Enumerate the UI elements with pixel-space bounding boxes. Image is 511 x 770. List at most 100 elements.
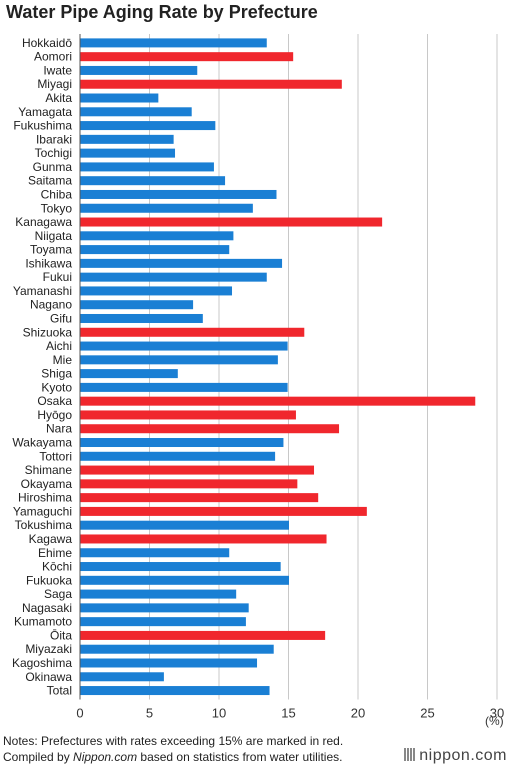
x-tick-label: 20 [351,705,365,720]
x-tick-label: 15 [281,705,295,720]
brand-logo: nippon.com [404,747,507,765]
bar-24 [80,369,178,379]
bar-1 [80,52,294,62]
category-label: Yamagata [18,105,72,119]
category-label: Tochigi [35,146,72,160]
category-label: Chiba [41,187,73,201]
category-label: Gunma [33,160,73,174]
bar-45 [80,658,258,668]
brand-text: nippon.com [419,747,507,764]
category-label: Toyama [30,243,72,257]
category-label: Tottori [39,449,72,463]
bar-5 [80,107,192,117]
bar-12 [80,203,253,213]
x-tick-label: 30 [490,705,504,720]
category-label: Wakayama [12,436,72,450]
category-label: Nara [46,422,72,436]
chart-notes: Notes: Prefectures with rates exceeding … [3,733,343,765]
source-prefix: Compiled by [3,750,74,764]
category-label: Ishikawa [25,256,72,270]
category-label: Gifu [50,311,72,325]
bar-40 [80,589,237,599]
bar-15 [80,245,230,255]
bar-41 [80,603,249,613]
category-label: Aichi [46,339,72,353]
category-label: Kagoshima [12,656,72,670]
bar-39 [80,575,289,585]
bar-4 [80,93,159,103]
bar-23 [80,355,278,365]
bar-32 [80,479,298,489]
bar-22 [80,341,288,351]
x-tick-label: 10 [212,705,226,720]
source-suffix: based on statistics from water utilities… [137,750,343,764]
category-label: Aomori [34,50,72,64]
category-label: Nagano [30,298,72,312]
source-site: Nippon.com [73,750,138,764]
category-label: Iwate [43,63,72,77]
bar-30 [80,451,276,461]
category-label: Saga [44,587,72,601]
category-label: Saitama [28,174,72,188]
category-label: Kōchi [42,560,72,574]
category-label: Niigata [35,229,73,243]
category-label: Kyoto [41,380,72,394]
category-label: Fukui [43,270,72,284]
bar-7 [80,134,174,144]
category-label: Fukuoka [26,573,72,587]
category-label: Ibaraki [36,132,72,146]
bar-29 [80,438,284,448]
category-label: Kagawa [29,532,73,546]
x-axis-unit: (%) [485,714,504,728]
bar-25 [80,382,288,392]
category-label: Ōita [50,628,72,642]
bar-33 [80,493,319,503]
category-label: Mie [53,353,73,367]
bar-20 [80,313,203,323]
bar-19 [80,300,194,310]
category-label: Miyagi [37,77,72,91]
category-label: Kanagawa [15,215,72,229]
bar-0 [80,38,267,48]
x-tick-label: 0 [76,705,83,720]
bar-31 [80,465,315,475]
bar-2 [80,65,198,75]
bar-3 [80,79,342,89]
category-label: Kumamoto [14,615,72,629]
bar-38 [80,562,281,572]
bar-18 [80,286,233,296]
category-label: Yamanashi [13,284,72,298]
bar-10 [80,176,226,186]
category-label: Yamaguchi [13,504,72,518]
x-tick-label: 5 [146,705,153,720]
category-label: Nagasaki [22,601,72,615]
bar-28 [80,424,340,434]
bar-6 [80,121,216,131]
bar-37 [80,548,230,558]
category-label: Ehime [38,546,72,560]
bar-26 [80,396,476,406]
bar-14 [80,231,234,241]
notes-line: Notes: Prefectures with rates exceeding … [3,734,344,748]
bar-35 [80,520,289,530]
x-tick-label: 25 [420,705,434,720]
category-label: Hokkaidō [22,36,72,50]
category-label: Okayama [21,477,73,491]
bar-46 [80,672,164,682]
bar-16 [80,258,283,268]
category-label: Shiga [41,367,72,381]
bar-44 [80,644,274,654]
bar-43 [80,630,326,640]
brand-mark-icon [404,748,417,761]
category-label: Total [47,684,72,698]
bar-8 [80,148,176,158]
bar-21 [80,327,305,337]
bar-34 [80,506,367,516]
category-label: Osaka [37,394,72,408]
category-label: Miyazaki [25,642,72,656]
category-label: Hiroshima [18,491,72,505]
source-line: Compiled by Nippon.com based on statisti… [3,749,343,765]
bar-chart: 0 5 10 15 20 25 30 HokkaidōAomoriIwateMiyagiAki… [12,34,504,720]
bar-42 [80,617,246,627]
category-label: Akita [45,91,72,105]
